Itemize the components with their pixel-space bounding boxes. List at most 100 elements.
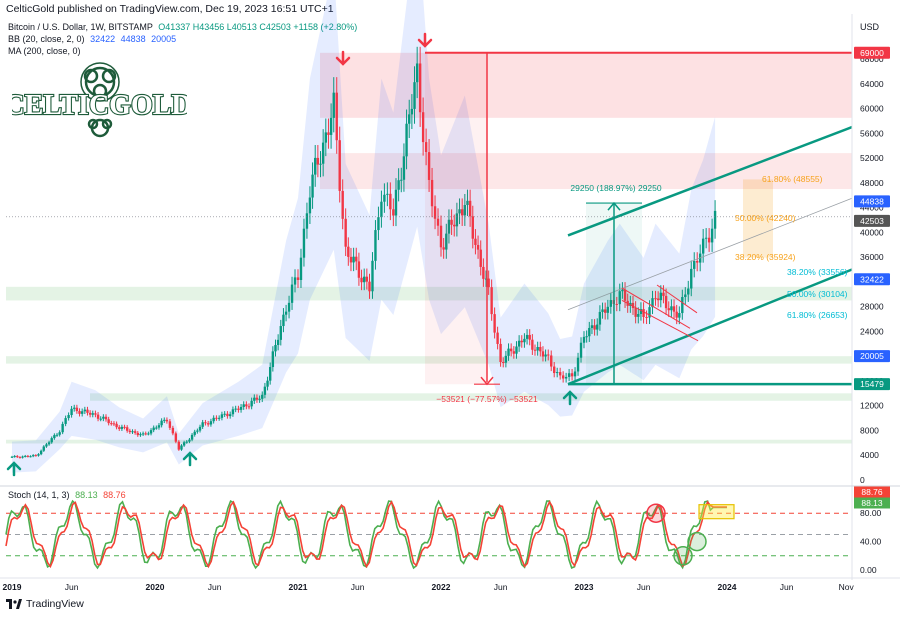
time-tick-label: Jun bbox=[637, 582, 651, 592]
candle-body bbox=[185, 441, 188, 443]
candle-body bbox=[123, 426, 126, 428]
candle-body bbox=[305, 213, 309, 229]
candle-body bbox=[458, 209, 461, 214]
fib-box bbox=[743, 179, 773, 258]
candle-body bbox=[64, 418, 67, 424]
candle-body bbox=[125, 427, 129, 431]
stoch-buy-signal-circle bbox=[673, 546, 693, 566]
candle-body bbox=[499, 343, 502, 363]
candle-body bbox=[626, 300, 629, 306]
candle-body bbox=[555, 372, 559, 374]
candle-body bbox=[91, 413, 94, 415]
candle-body bbox=[155, 427, 158, 429]
candle-body bbox=[247, 406, 251, 408]
price-tick-label: 20000 bbox=[860, 351, 884, 361]
candle-body bbox=[327, 132, 330, 135]
candle-body bbox=[99, 418, 102, 420]
candle-body bbox=[418, 63, 422, 113]
candle-body bbox=[193, 431, 196, 435]
candle-body bbox=[70, 408, 73, 416]
candle-body bbox=[296, 277, 300, 280]
candle-body bbox=[579, 342, 583, 358]
candle-body bbox=[160, 420, 163, 426]
price-tag-label: 15479 bbox=[860, 379, 884, 389]
candle-body bbox=[347, 246, 350, 257]
flag-line bbox=[656, 284, 698, 314]
annotation-label: 50.00% (30104) bbox=[787, 289, 848, 299]
candle-body bbox=[570, 373, 574, 377]
candle-body bbox=[482, 266, 485, 279]
candle-body bbox=[188, 439, 191, 442]
candle-body bbox=[544, 354, 547, 357]
candle-body bbox=[380, 201, 383, 218]
candle-body bbox=[39, 450, 43, 455]
candle-body bbox=[118, 427, 121, 429]
candle-body bbox=[509, 348, 513, 352]
stoch-sell-signal-circle bbox=[646, 503, 666, 523]
price-tag-label: 32422 bbox=[860, 274, 884, 284]
candle-body bbox=[245, 404, 248, 407]
candle-body bbox=[386, 193, 389, 195]
tradingview-logo-icon bbox=[6, 599, 22, 609]
candle-body bbox=[53, 435, 56, 439]
candle-body bbox=[405, 123, 408, 157]
candle-body bbox=[623, 289, 627, 301]
price-tick-label: 68000 bbox=[860, 54, 884, 64]
candle-body bbox=[223, 413, 226, 415]
candle-body bbox=[484, 278, 488, 280]
candle-body bbox=[120, 426, 124, 429]
candle-body bbox=[141, 433, 145, 435]
candle-body bbox=[368, 281, 371, 292]
candle-body bbox=[476, 244, 480, 250]
time-tick-label: Jun bbox=[494, 582, 508, 592]
price-tag-bb-lower bbox=[854, 350, 890, 363]
candle-body bbox=[349, 256, 353, 263]
candle-body bbox=[242, 404, 245, 407]
price-tag-label: 20005 bbox=[860, 351, 884, 361]
candle-body bbox=[190, 434, 194, 440]
candle-body bbox=[136, 432, 139, 436]
candle-body bbox=[250, 400, 253, 407]
candle-body bbox=[696, 260, 699, 263]
candle-body bbox=[24, 455, 27, 457]
candle-body bbox=[365, 276, 369, 282]
annotation-label: 29250 (188.97%) 29250 bbox=[570, 183, 661, 193]
candle-body bbox=[415, 63, 419, 83]
stoch-value-d: 88.76 bbox=[103, 490, 126, 500]
candle-body bbox=[357, 261, 361, 278]
candle-body bbox=[83, 409, 87, 412]
annotation-label: 61.80% (26653) bbox=[787, 310, 848, 320]
support-zone-6k bbox=[6, 439, 852, 444]
price-tick-label: 24000 bbox=[860, 326, 884, 336]
candle-body bbox=[144, 433, 147, 435]
candle-body bbox=[341, 190, 344, 219]
time-tick-label: 2019 bbox=[3, 582, 22, 592]
ohlc-values: O41337 H43456 L40513 C42503 +1158 (+2.80… bbox=[158, 22, 358, 32]
price-tick-label: 4000 bbox=[860, 450, 879, 460]
candle-body bbox=[324, 132, 328, 143]
candle-body bbox=[258, 398, 261, 400]
price-tag-last bbox=[854, 214, 890, 227]
candle-body bbox=[662, 292, 665, 296]
candle-body bbox=[455, 213, 459, 227]
candle-body bbox=[371, 260, 374, 292]
candle-body bbox=[180, 445, 183, 450]
candle-body bbox=[561, 375, 565, 379]
candle-body bbox=[67, 415, 70, 419]
up-arrow-icon bbox=[6, 461, 22, 477]
support-zone-30k bbox=[6, 286, 852, 301]
support-zone-13k bbox=[90, 393, 852, 401]
tradingview-brand[interactable]: TradingView bbox=[6, 598, 84, 610]
stoch-tag-d bbox=[854, 486, 890, 498]
candle-body bbox=[645, 316, 648, 318]
candle-body bbox=[293, 277, 297, 285]
price-tick-label: 36000 bbox=[860, 252, 884, 262]
time-tick-label: 2022 bbox=[432, 582, 451, 592]
candle-body bbox=[672, 306, 676, 312]
candle-body bbox=[439, 225, 443, 248]
candle-body bbox=[598, 311, 602, 325]
candle-body bbox=[553, 366, 556, 374]
candle-body bbox=[531, 339, 534, 350]
price-tick-label: 64000 bbox=[860, 79, 884, 89]
candle-body bbox=[198, 426, 202, 431]
